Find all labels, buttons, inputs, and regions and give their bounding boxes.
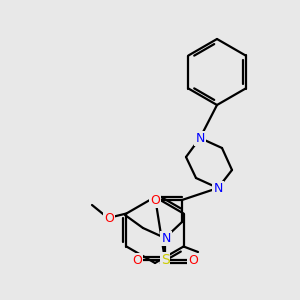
Text: S: S — [160, 253, 169, 267]
Text: N: N — [195, 131, 205, 145]
Text: O: O — [188, 254, 198, 266]
Text: O: O — [150, 194, 160, 206]
Text: N: N — [213, 182, 223, 194]
Text: O: O — [104, 212, 114, 224]
Text: O: O — [132, 254, 142, 266]
Text: N: N — [161, 232, 171, 244]
